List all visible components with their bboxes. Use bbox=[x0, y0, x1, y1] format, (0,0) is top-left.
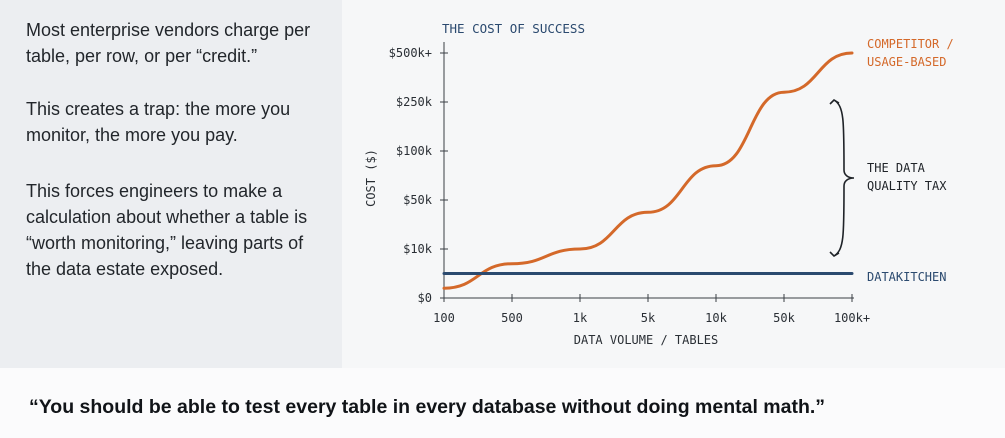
competitor-label-line2: USAGE-BASED bbox=[867, 55, 946, 69]
chart-title: THE COST OF SUCCESS bbox=[442, 21, 585, 36]
paragraph-trap: This creates a trap: the more you monito… bbox=[26, 99, 291, 145]
annotation-label-line2: QUALITY TAX bbox=[867, 179, 947, 193]
chart-panel: THE COST OF SUCCESS 100 500 1k 5k 10k 50k 100k… bbox=[342, 0, 1005, 368]
datakitchen-label: DATAKITCHEN bbox=[867, 270, 946, 284]
quote-text: “You should be able to test every table … bbox=[29, 396, 826, 418]
annotation-label: THE DATA bbox=[867, 161, 926, 175]
chart-axes: 100 500 1k 5k 10k 50k 100k+ $0 $10k $50k $100k $250… bbox=[364, 42, 870, 347]
y-axis-title: COST ($) bbox=[364, 149, 378, 207]
brace-arrow-bottom-icon bbox=[829, 251, 840, 258]
y-tick-label: $500k+ bbox=[389, 46, 432, 60]
y-tick-label: $0 bbox=[418, 291, 432, 305]
x-tick-label: 1k bbox=[573, 311, 588, 325]
y-tick-label: $100k bbox=[396, 144, 433, 158]
y-tick-label: $10k bbox=[403, 242, 433, 256]
x-tick-label: 500 bbox=[501, 311, 523, 325]
cost-chart: THE COST OF SUCCESS 100 500 1k 5k 10k 50k 100k… bbox=[364, 21, 954, 347]
x-tick-label: 10k bbox=[705, 311, 727, 325]
x-tick-label: 50k bbox=[773, 311, 795, 325]
competitor-label: COMPETITOR / bbox=[867, 37, 954, 51]
x-tick-label: 5k bbox=[641, 311, 656, 325]
quote-bar: “You should be able to test every table … bbox=[0, 368, 1005, 438]
chart-plot bbox=[442, 51, 854, 290]
tax-brace bbox=[833, 99, 855, 257]
x-tick-label: 100 bbox=[433, 311, 455, 325]
left-panel: Most enterprise vendors charge per table… bbox=[0, 0, 342, 368]
y-tick-label: $50k bbox=[403, 193, 433, 207]
paragraph-calculation: This forces engineers to make a calculat… bbox=[26, 181, 308, 279]
y-tick-label: $250k bbox=[396, 95, 433, 109]
chart-labels: COMPETITOR / USAGE-BASED DATAKITCHEN THE DA… bbox=[829, 37, 954, 284]
competitor-series-line bbox=[442, 51, 854, 290]
paragraph-pricing: Most enterprise vendors charge per table… bbox=[26, 20, 311, 66]
brace-arrow-top-icon bbox=[829, 98, 840, 105]
x-tick-label: 100k+ bbox=[834, 311, 870, 325]
x-axis-title: DATA VOLUME / TABLES bbox=[574, 333, 719, 347]
